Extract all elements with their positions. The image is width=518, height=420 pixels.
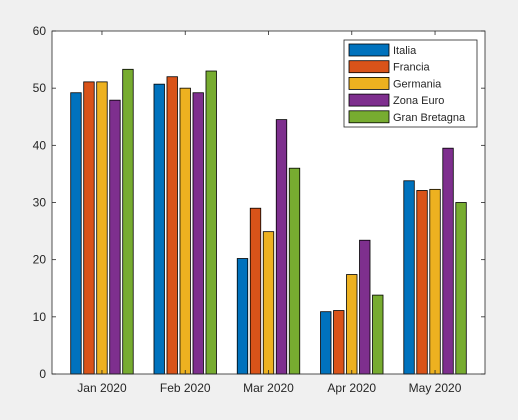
bar-francia-4 [416,190,428,375]
y-tick-label: 60 [33,24,47,38]
legend-swatch-germania [348,77,390,90]
bar-gran-bretagna-2 [288,167,301,375]
y-tick-label: 0 [39,367,46,381]
y-tick-label: 20 [33,253,47,267]
bar-germania-1 [179,87,191,375]
legend-label-zona-euro: Zona Euro [393,95,444,107]
bar-italia-4 [403,180,415,375]
bar-germania-3 [346,274,358,375]
bar-zona-euro-2 [275,119,288,375]
bar-zona-euro-3 [359,239,371,375]
legend-label-gran-bretagna: Gran Bretagna [393,112,466,124]
bar-gran-bretagna-4 [455,202,467,375]
x-tick-label: Jan 2020 [77,381,127,395]
bar-zona-euro-4 [442,147,454,375]
x-tick-label: Apr 2020 [327,381,376,395]
bar-germania-0 [96,81,108,375]
y-tick-label: 50 [33,81,47,95]
bar-francia-3 [333,310,345,375]
bar-gran-bretagna-3 [372,294,384,375]
bar-gran-bretagna-1 [205,70,217,375]
legend-swatch-italia [348,43,390,57]
legend-swatch-zona-euro [348,93,390,107]
legend-swatch-francia [348,60,390,74]
bar-italia-2 [236,258,249,375]
x-tick-label: May 2020 [409,381,462,395]
bar-gran-bretagna-0 [122,68,134,375]
x-tick-label: Mar 2020 [243,381,294,395]
legend-label-germania: Germania [393,78,442,90]
y-tick-label: 40 [33,138,47,152]
bar-zona-euro-1 [192,92,204,375]
bar-italia-3 [320,311,332,375]
bar-francia-1 [166,76,178,375]
bar-germania-2 [262,231,275,375]
bar-germania-4 [429,188,441,375]
bar-zona-euro-0 [109,99,121,375]
y-tick-label: 30 [33,196,47,210]
bar-francia-2 [249,207,262,375]
legend: Italia Francia Germania Zona Euro Gran Breta… [343,39,478,128]
y-tick-label: 10 [33,310,47,324]
axes-group: 0 10 20 30 40 50 60 Jan 2020 Feb 2020 Mar 2020 Apr… [33,24,486,395]
legend-swatch-gran-bretagna [348,110,390,124]
legend-label-francia: Francia [393,62,431,74]
bar-italia-1 [153,83,165,375]
bar-francia-0 [83,81,95,375]
legend-label-italia: Italia [393,45,417,57]
x-tick-label: Feb 2020 [160,381,211,395]
bar-italia-0 [70,92,82,375]
